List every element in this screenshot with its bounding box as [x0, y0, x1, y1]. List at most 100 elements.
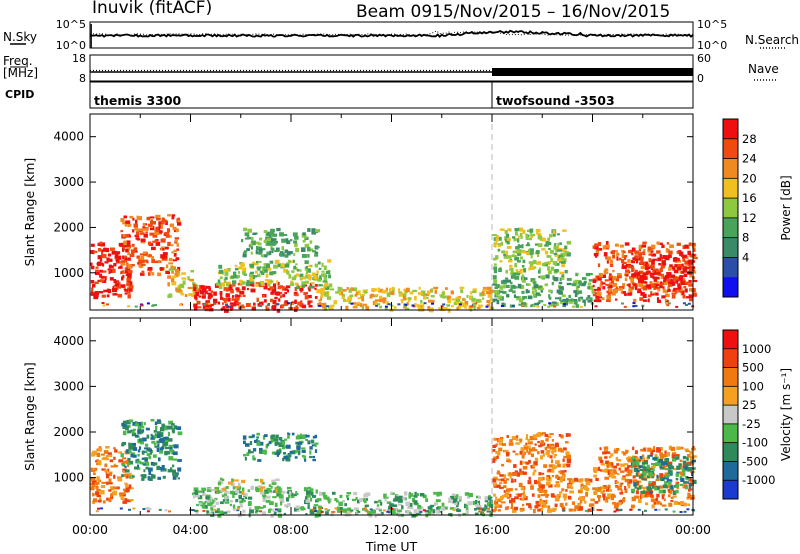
- velocity-echo-cell: [466, 507, 469, 510]
- power-echo-cell: [224, 276, 228, 280]
- velocity-echo-cell: [235, 499, 239, 503]
- velocity-echo-cell: [220, 489, 223, 493]
- velocity-echo-cell: [413, 509, 418, 514]
- velocity-echo-cell: [661, 478, 664, 481]
- power-echo-cell: [267, 303, 270, 306]
- power-echo-cell: [676, 242, 681, 246]
- velocity-echo-cell: [633, 480, 636, 483]
- power-echo-cell: [407, 297, 412, 300]
- power-echo-cell: [341, 296, 345, 300]
- power-echo-cell: [389, 287, 392, 293]
- power-ground-cell: [253, 305, 256, 308]
- velocity-echo-cell: [567, 433, 571, 437]
- power-echo-cell: [525, 233, 528, 238]
- velocity-echo-cell: [429, 507, 433, 512]
- power-echo-cell: [561, 264, 566, 268]
- power-echo-cell: [210, 303, 214, 307]
- velocity-echo-cell: [477, 503, 480, 508]
- power-echo-cell: [495, 293, 499, 297]
- power-echo-cell: [243, 227, 248, 232]
- velocity-echo-cell: [545, 451, 550, 456]
- velocity-echo-cell: [606, 451, 611, 454]
- noise-right-tick: 10^5: [697, 18, 727, 31]
- power-echo-cell: [691, 242, 696, 247]
- power-echo-cell: [536, 231, 539, 235]
- velocity-ground-cell: [95, 510, 99, 513]
- velocity-ground-cell: [637, 508, 641, 511]
- power-echo-cell: [291, 282, 294, 285]
- power-echo-cell: [554, 269, 559, 273]
- power-echo-cell: [272, 271, 277, 274]
- velocity-echo-cell: [467, 501, 473, 506]
- power-echo-cell: [664, 293, 670, 298]
- power-ground-cell: [375, 304, 379, 307]
- power-echo-cell: [514, 276, 520, 280]
- power-echo-cell: [674, 264, 679, 268]
- power-ground-cell: [450, 305, 454, 308]
- power-echo-cell: [560, 301, 565, 304]
- velocity-echo-cell: [272, 496, 277, 499]
- velocity-ground-cell: [311, 508, 315, 511]
- velocity-echo-cell: [568, 483, 572, 487]
- velocity-echo-cell: [406, 510, 412, 514]
- velocity-echo-cell: [232, 493, 235, 498]
- velocity-echo-cell: [689, 457, 693, 462]
- velocity-ground-cell: [202, 509, 206, 512]
- velocity-echo-cell: [142, 463, 146, 466]
- velocity-echo-cell: [139, 446, 142, 450]
- velocity-echo-cell: [656, 447, 661, 451]
- velocity-echo-cell: [511, 498, 516, 503]
- power-echo-cell: [557, 242, 560, 247]
- velocity-echo-cell: [269, 508, 272, 511]
- velocity-ground-cell: [386, 510, 390, 513]
- velocity-echo-cell: [197, 490, 203, 493]
- power-echo-cell: [154, 239, 158, 242]
- velocity-echo-cell: [231, 478, 234, 483]
- power-echo-cell: [661, 295, 666, 299]
- velocity-echo-cell: [274, 441, 278, 446]
- power-echo-cell: [127, 257, 131, 261]
- velocity-echo-cell: [192, 494, 195, 499]
- velocity-echo-cell: [682, 472, 686, 477]
- velocity-echo-cell: [685, 463, 689, 467]
- power-echo-cell: [481, 291, 485, 295]
- power-echo-cell: [129, 223, 132, 227]
- power-echo-cell: [659, 281, 663, 284]
- power-echo-cell: [140, 260, 145, 264]
- velocity-echo-cell: [608, 456, 612, 459]
- power-echo-cell: [306, 243, 309, 248]
- power-echo-cell: [301, 304, 307, 309]
- power-echo-cell: [270, 247, 275, 251]
- power-echo-cell: [594, 245, 599, 250]
- velocity-ground-cell: [456, 509, 459, 511]
- velocity-ytick-label: 1000: [53, 471, 84, 485]
- power-echo-cell: [146, 216, 151, 221]
- velocity-echo-cell: [346, 497, 349, 501]
- velocity-echo-cell: [105, 472, 108, 475]
- power-echo-cell: [495, 284, 500, 288]
- velocity-echo-cell: [549, 448, 552, 451]
- power-colorbar-label: 8: [742, 231, 749, 245]
- power-ground-cell: [511, 304, 515, 307]
- velocity-echo-cell: [256, 432, 260, 436]
- power-echo-cell: [120, 218, 125, 222]
- velocity-echo-cell: [126, 499, 132, 503]
- velocity-echo-cell: [559, 471, 565, 475]
- velocity-echo-cell: [275, 434, 279, 439]
- power-echo-cell: [160, 238, 166, 243]
- power-echo-cell: [312, 250, 317, 253]
- velocity-colorbar-cell: [723, 330, 738, 350]
- velocity-echo-cell: [342, 508, 348, 513]
- velocity-echo-cell: [672, 490, 677, 495]
- velocity-echo-cell: [344, 503, 347, 507]
- power-echo-cell: [249, 277, 253, 282]
- velocity-ground-cell: [194, 509, 198, 512]
- power-echo-cell: [259, 237, 263, 241]
- velocity-ground-cell: [148, 508, 152, 510]
- power-echo-cell: [270, 228, 275, 233]
- power-echo-cell: [518, 298, 524, 303]
- power-echo-cell: [557, 254, 563, 259]
- velocity-echo-cell: [249, 509, 254, 514]
- velocity-echo-cell: [167, 438, 173, 442]
